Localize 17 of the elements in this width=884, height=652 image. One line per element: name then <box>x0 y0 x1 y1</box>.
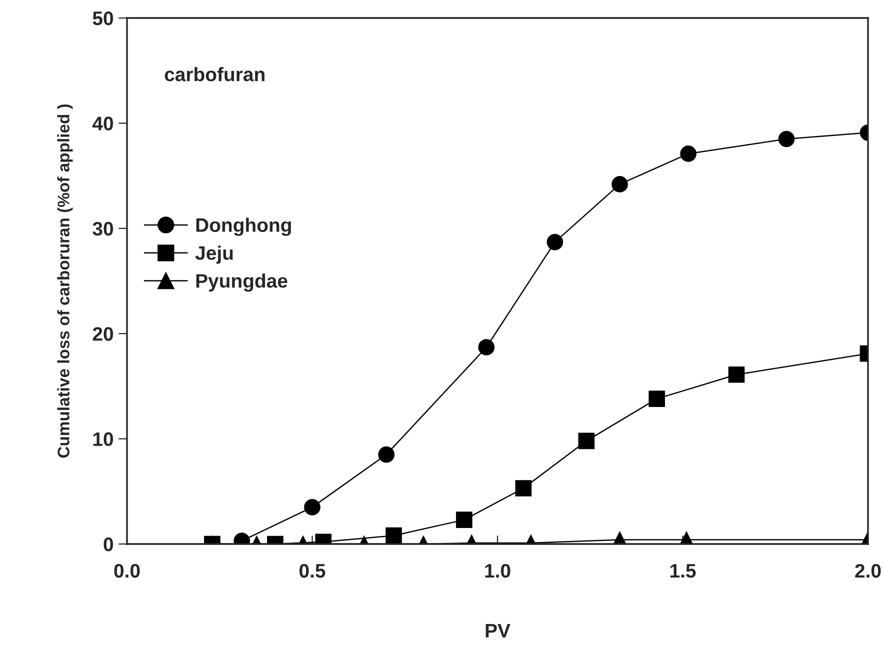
x-tick-label: 1.5 <box>670 564 696 578</box>
x-axis-title: PV <box>486 624 510 638</box>
annotation: carbofuran <box>164 67 264 82</box>
y-tick-label: 20 <box>92 327 114 341</box>
x-tick-label: 1.0 <box>485 564 510 578</box>
y-tick-label: 0 <box>104 537 114 552</box>
y-tick-label: 40 <box>92 116 114 130</box>
y-tick-label: 10 <box>93 432 114 446</box>
x-tick-label: 0.0 <box>114 564 140 578</box>
y-tick-label: 30 <box>92 222 114 236</box>
x-tick-label: 0.5 <box>300 564 326 578</box>
legend-label: Pyungdae <box>196 273 288 292</box>
y-tick-label: 50 <box>92 11 114 26</box>
legend-label: Donghong <box>196 218 291 236</box>
x-tick-label: 2.0 <box>855 564 881 578</box>
y-axis-title: Cumulative loss of carboruran (%of applied ) <box>57 104 73 458</box>
legend-label: Jeju <box>195 246 233 264</box>
